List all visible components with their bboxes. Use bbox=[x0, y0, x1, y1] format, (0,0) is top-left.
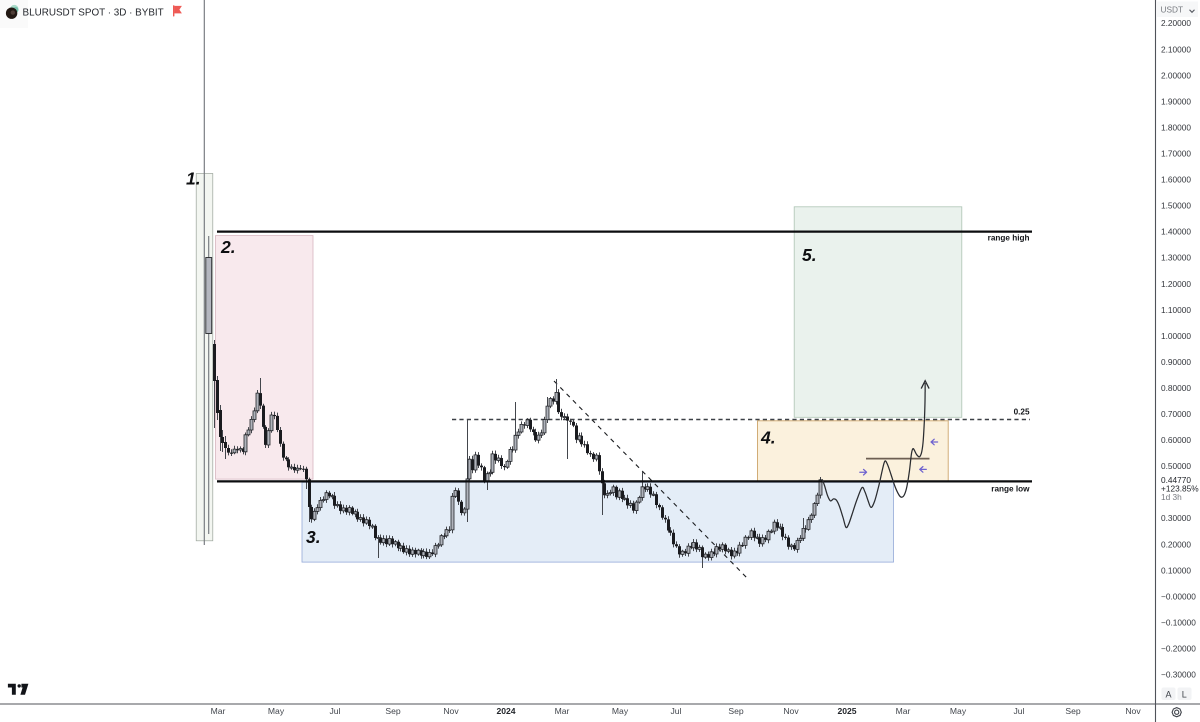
svg-text:0.44770: 0.44770 bbox=[1161, 475, 1191, 485]
svg-text:May: May bbox=[268, 706, 285, 716]
svg-text:0.60000: 0.60000 bbox=[1161, 435, 1191, 445]
svg-text:0.30000: 0.30000 bbox=[1161, 513, 1191, 523]
svg-text:−0.10000: −0.10000 bbox=[1161, 618, 1196, 628]
svg-text:May: May bbox=[612, 706, 629, 716]
svg-text:1.90000: 1.90000 bbox=[1161, 96, 1191, 106]
svg-text:0.90000: 0.90000 bbox=[1161, 357, 1191, 367]
svg-text:A: A bbox=[1166, 689, 1172, 699]
svg-text:1d 3h: 1d 3h bbox=[1161, 492, 1182, 502]
svg-text:May: May bbox=[950, 706, 967, 716]
svg-text:Sep: Sep bbox=[1065, 706, 1081, 716]
svg-text:USDT: USDT bbox=[1161, 5, 1184, 15]
svg-text:0.20000: 0.20000 bbox=[1161, 539, 1191, 549]
svg-text:5.: 5. bbox=[802, 245, 817, 265]
svg-text:Jul: Jul bbox=[671, 706, 682, 716]
svg-text:0.70000: 0.70000 bbox=[1161, 409, 1191, 419]
svg-text:2025: 2025 bbox=[837, 706, 856, 716]
svg-text:Mar: Mar bbox=[211, 706, 226, 716]
svg-text:2024: 2024 bbox=[496, 706, 515, 716]
svg-text:Mar: Mar bbox=[555, 706, 570, 716]
svg-text:0.50000: 0.50000 bbox=[1161, 461, 1191, 471]
svg-text:Nov: Nov bbox=[783, 706, 799, 716]
svg-text:range high: range high bbox=[988, 234, 1030, 243]
svg-text:2.00000: 2.00000 bbox=[1161, 70, 1191, 80]
svg-text:Mar: Mar bbox=[896, 706, 911, 716]
svg-text:1.50000: 1.50000 bbox=[1161, 201, 1191, 211]
svg-text:Jul: Jul bbox=[330, 706, 341, 716]
svg-text:1.40000: 1.40000 bbox=[1161, 227, 1191, 237]
svg-text:2.10000: 2.10000 bbox=[1161, 44, 1191, 54]
svg-text:2.: 2. bbox=[220, 237, 236, 257]
svg-text:L: L bbox=[1182, 689, 1187, 699]
svg-text:1.70000: 1.70000 bbox=[1161, 149, 1191, 159]
svg-text:BLURUSDT SPOT · 3D · BYBIT: BLURUSDT SPOT · 3D · BYBIT bbox=[23, 7, 164, 18]
svg-text:Nov: Nov bbox=[443, 706, 459, 716]
svg-text:1.20000: 1.20000 bbox=[1161, 279, 1191, 289]
svg-text:0.25: 0.25 bbox=[1014, 407, 1030, 416]
svg-text:1.00000: 1.00000 bbox=[1161, 331, 1191, 341]
svg-text:Nov: Nov bbox=[1125, 706, 1141, 716]
svg-text:0.80000: 0.80000 bbox=[1161, 383, 1191, 393]
svg-text:−0.20000: −0.20000 bbox=[1161, 644, 1196, 654]
svg-text:3.: 3. bbox=[306, 527, 321, 547]
svg-text:0.10000: 0.10000 bbox=[1161, 565, 1191, 575]
svg-text:1.10000: 1.10000 bbox=[1161, 305, 1191, 315]
svg-text:Jul: Jul bbox=[1014, 706, 1025, 716]
svg-text:4.: 4. bbox=[760, 428, 776, 448]
svg-text:−0.30000: −0.30000 bbox=[1161, 670, 1196, 680]
svg-text:1.60000: 1.60000 bbox=[1161, 175, 1191, 185]
svg-text:range low: range low bbox=[991, 485, 1030, 494]
svg-text:Sep: Sep bbox=[728, 706, 744, 716]
svg-text:1.: 1. bbox=[186, 169, 201, 189]
svg-text:+123.85%: +123.85% bbox=[1161, 483, 1199, 493]
svg-text:−0.00000: −0.00000 bbox=[1161, 591, 1196, 601]
svg-text:Sep: Sep bbox=[385, 706, 401, 716]
svg-text:2.20000: 2.20000 bbox=[1161, 18, 1191, 28]
svg-text:1.80000: 1.80000 bbox=[1161, 122, 1191, 132]
svg-text:1.30000: 1.30000 bbox=[1161, 253, 1191, 263]
